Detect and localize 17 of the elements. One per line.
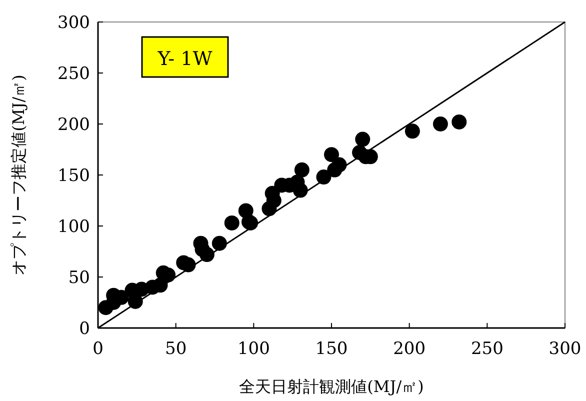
x-tick-label: 200 [393,339,426,359]
x-tick-label: 250 [470,339,504,359]
y-tick-label: 50 [68,268,90,288]
x-axis-title: 全天日射計観測値(MJ/㎡) [239,377,424,396]
x-tick-label: 50 [165,339,187,359]
y-tick-label: 300 [58,13,90,33]
annotation: Y- 1W [156,48,213,70]
y-tick-label: 100 [58,217,90,237]
x-tick-label: 150 [315,339,348,359]
y-tick-label: 200 [58,115,90,135]
x-tick-label: 100 [237,339,270,359]
x-tick-label: 0 [92,339,104,359]
y-tick-label: 0 [79,319,90,339]
y-axis-title: オプトリーフ推定値(MJ/㎡) [9,74,28,276]
y-tick-label: 250 [58,64,90,84]
x-tick-label: 300 [548,339,582,359]
y-tick-label: 150 [58,166,90,186]
